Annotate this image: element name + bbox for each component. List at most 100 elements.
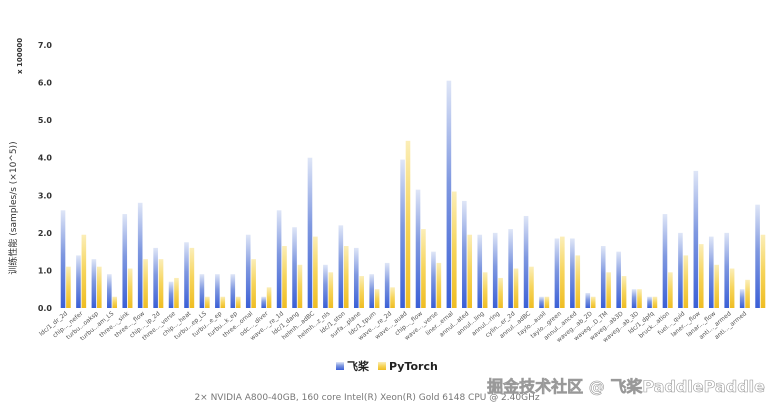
y-axis-label: 训练性能 (samples/s (×10^5)) — [7, 141, 19, 274]
bar-pytorch — [343, 246, 349, 308]
bar-pytorch — [359, 276, 364, 308]
bar-pytorch — [544, 296, 550, 308]
bar-pytorch — [174, 277, 179, 308]
bar-paddle — [693, 170, 699, 308]
bar-paddle — [153, 247, 158, 308]
bar-paddle — [122, 214, 128, 308]
bar-paddle — [215, 274, 220, 308]
bar-paddle — [353, 247, 359, 308]
bar-paddle — [338, 225, 344, 308]
y-tick-label: 5.0 — [38, 116, 53, 125]
bar-pytorch — [251, 259, 256, 308]
bar-paddle — [91, 259, 97, 308]
bar-paddle — [276, 210, 282, 308]
bar-pytorch — [513, 268, 519, 308]
bar-paddle — [415, 189, 421, 308]
bar-pytorch — [158, 259, 164, 308]
y-axis-ticks: 0.0 1.0 2.0 3.0 4.0 5.0 6.0 7.0 — [38, 41, 53, 313]
bar-paddle — [199, 274, 205, 308]
bar-pytorch — [220, 296, 226, 308]
bars-group — [60, 80, 766, 308]
bar-paddle — [76, 255, 81, 308]
y-tick-label: 3.0 — [38, 191, 53, 200]
bar-paddle — [508, 229, 513, 308]
bar-paddle — [631, 289, 637, 308]
bar-paddle — [323, 264, 328, 308]
legend-label-pytorch: PyTorch — [389, 360, 438, 373]
bar-paddle — [585, 292, 591, 308]
bar-pytorch — [235, 296, 241, 308]
bar-pytorch — [698, 244, 704, 308]
bar-paddle — [600, 246, 606, 308]
bar-pytorch — [498, 277, 503, 308]
bar-paddle — [462, 200, 467, 308]
x-axis-ticks: ldc/1_dr_2dchip..._neferturbu...oaksptur… — [38, 310, 748, 344]
y-tick-label: 1.0 — [38, 266, 53, 275]
bar-pytorch — [482, 272, 488, 308]
bar-paddle — [708, 236, 714, 308]
bar-pytorch — [421, 229, 426, 308]
bar-pytorch — [81, 234, 87, 308]
bar-pytorch — [590, 296, 596, 308]
bar-paddle — [662, 214, 668, 308]
footer-hardware-note: 2× NVIDIA A800-40GB, 160 core Intel(R) X… — [194, 393, 539, 403]
bar-paddle — [384, 262, 390, 308]
bar-paddle — [292, 227, 297, 308]
bar-pytorch — [529, 266, 534, 308]
bar-pytorch — [637, 289, 642, 308]
bar-pytorch — [205, 296, 210, 308]
bar-paddle — [678, 232, 683, 308]
bar-paddle — [492, 232, 498, 308]
bar-paddle — [570, 238, 575, 308]
bar-pytorch — [560, 236, 565, 308]
y-multiplier-label: x 100000 — [16, 38, 24, 74]
bar-paddle — [60, 210, 66, 308]
bar-pytorch — [745, 279, 750, 308]
y-tick-label: 0.0 — [38, 304, 53, 313]
bar-paddle — [107, 274, 112, 308]
bar-paddle — [446, 80, 452, 308]
bar-pytorch — [96, 266, 102, 308]
bar-pytorch — [436, 262, 442, 308]
bar-pytorch — [683, 255, 689, 308]
bar-pytorch — [652, 296, 658, 308]
bar-pytorch — [467, 234, 473, 308]
bar-paddle — [307, 157, 313, 308]
bar-pytorch — [266, 287, 272, 308]
bar-paddle — [400, 159, 405, 308]
bar-paddle — [184, 242, 189, 308]
bar-pytorch — [390, 287, 395, 308]
bar-pytorch — [328, 272, 334, 308]
bar-pytorch — [313, 236, 318, 308]
bar-paddle — [431, 251, 436, 308]
bar-pytorch — [606, 272, 611, 308]
bar-paddle — [230, 274, 236, 308]
legend-label-paddle: 飞桨 — [347, 359, 370, 373]
y-tick-label: 4.0 — [38, 154, 53, 163]
bar-paddle — [369, 274, 375, 308]
bar-paddle — [739, 289, 745, 308]
bar-pytorch — [189, 247, 195, 308]
bar-pytorch — [575, 255, 581, 308]
bar-pytorch — [66, 266, 71, 308]
bar-paddle — [261, 296, 266, 308]
bar-paddle — [647, 296, 652, 308]
bar-pytorch — [451, 191, 457, 308]
bar-paddle — [724, 232, 730, 308]
bar-paddle — [245, 234, 251, 308]
bar-paddle — [616, 251, 621, 308]
y-tick-label: 7.0 — [38, 41, 53, 50]
bar-pytorch — [405, 140, 411, 308]
legend-swatch-paddle — [336, 362, 344, 370]
bar-paddle — [554, 238, 560, 308]
bar-paddle — [755, 204, 760, 308]
legend: 飞桨 PyTorch — [336, 359, 438, 373]
bar-pytorch — [127, 268, 133, 308]
bar-pytorch — [621, 276, 627, 308]
y-tick-label: 2.0 — [38, 229, 53, 238]
watermark: 掘金技术社区 @ 飞桨PaddlePaddle — [487, 377, 765, 396]
bar-pytorch — [714, 264, 719, 308]
bar-pytorch — [668, 272, 673, 308]
bar-pytorch — [112, 296, 118, 308]
